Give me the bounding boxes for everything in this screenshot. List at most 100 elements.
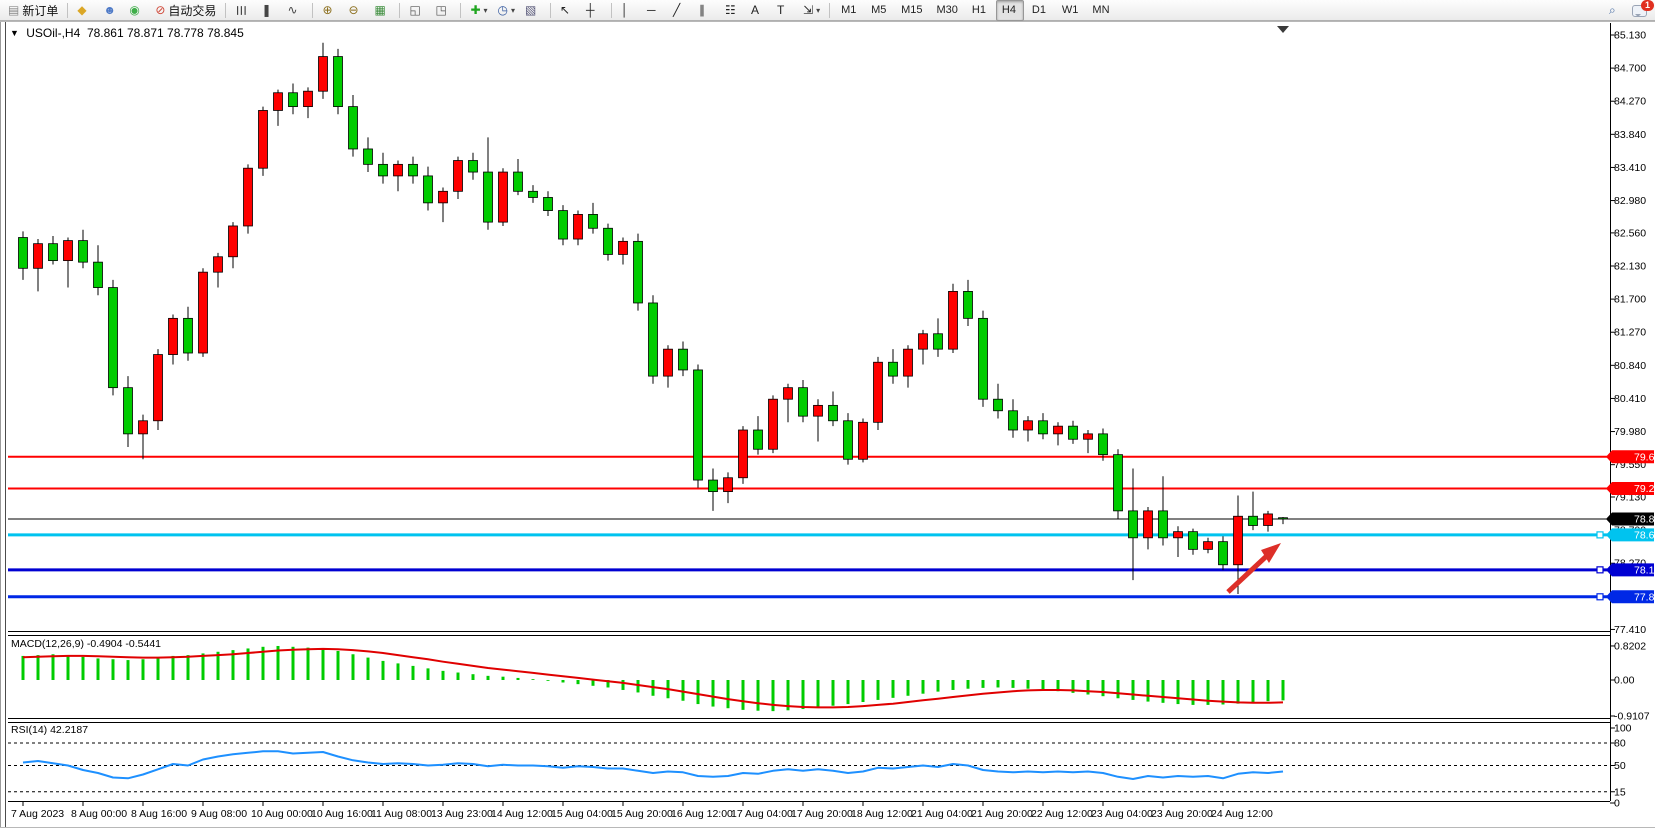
- channel-button[interactable]: ∥: [695, 0, 719, 21]
- candle-up: [1053, 425, 1063, 435]
- zoomin-icon: ⊕: [322, 2, 333, 17]
- trendline-button[interactable]: ╱: [669, 0, 693, 21]
- vline-button[interactable]: │: [617, 0, 641, 21]
- toolbar-separator: [550, 2, 552, 18]
- macd-histogram-bar: [591, 680, 595, 686]
- candle-up: [858, 421, 868, 460]
- candle-down: [108, 287, 118, 389]
- time-tick-label: 21 Aug 04:00: [911, 808, 973, 820]
- macd-histogram-bar: [186, 655, 190, 680]
- sound-button[interactable]: ◉: [125, 0, 149, 21]
- notifications-button[interactable]: 1: [1630, 0, 1654, 20]
- charts-arrange2-button[interactable]: ◳: [431, 0, 455, 21]
- tile-windows-button[interactable]: ▦: [370, 0, 394, 21]
- template-button[interactable]: ▧: [521, 0, 545, 21]
- price-tag-79.652: [1606, 450, 1654, 464]
- timeframe-button-w1[interactable]: W1: [1061, 4, 1079, 16]
- timeframe-button-h1[interactable]: H1: [971, 4, 986, 16]
- macd-histogram-bar: [786, 680, 790, 711]
- period-button[interactable]: ◷ ▾: [494, 0, 520, 21]
- line-handle[interactable]: [1596, 566, 1604, 574]
- macd-histogram-bar: [636, 680, 640, 693]
- new-order-button[interactable]: ▤ 新订单: [4, 0, 62, 21]
- text-button[interactable]: A: [747, 0, 771, 21]
- macd-histogram-bar: [846, 680, 850, 705]
- arrow-annotation[interactable]: [1226, 543, 1281, 594]
- macd-histogram-bar: [126, 660, 130, 680]
- market-watch-button[interactable]: ◆: [73, 0, 97, 21]
- macd-histogram-bar: [771, 680, 775, 712]
- time-tick-label: 21 Aug 20:00: [971, 808, 1033, 820]
- macd-histogram-bar: [291, 646, 295, 680]
- cursor-button[interactable]: ↖: [556, 0, 580, 21]
- candle-down: [753, 429, 763, 450]
- line-handle[interactable]: [1596, 531, 1604, 539]
- bar-chart-button[interactable]: ☰: [231, 0, 255, 21]
- macd-panel: 0.8202 0.00 -0.9107: [21, 640, 1650, 723]
- price-tag-79.240: [1606, 482, 1654, 496]
- main-toolbar: ▤ 新订单 ◆ ☻ ◉ ⊘ 自动交易 ☰ ❚ ∿ ⊕ ⊖ ▦ ◱ ◳ ✚ ▾ ◷ ▾ ▧ ↖ ┼ │ ─ ╱ ∥ ☷ A T ⇲ ▾ M1 M5…: [0, 0, 1655, 21]
- fibo-button[interactable]: ☷: [721, 0, 745, 21]
- timeframe-button-m5[interactable]: M5: [871, 4, 887, 16]
- candle-down: [1128, 510, 1138, 539]
- macd-histogram-bar: [1236, 680, 1240, 704]
- data-window-button[interactable]: ☻: [99, 0, 123, 21]
- macd-histogram-bar: [996, 680, 1000, 688]
- toolbar-separator: [312, 2, 314, 18]
- timeframe-button-m30[interactable]: M30: [936, 4, 958, 16]
- zoom-in-button[interactable]: ⊕: [318, 0, 342, 21]
- macd-histogram-bar: [1161, 680, 1165, 703]
- macd-histogram-bar: [1266, 680, 1270, 702]
- channel-icon: ∥: [699, 2, 706, 17]
- label-button[interactable]: T: [773, 0, 797, 21]
- candle-up: [393, 163, 403, 177]
- time-tick-label: 9 Aug 08:00: [191, 808, 247, 820]
- candle-down: [333, 56, 343, 108]
- timeframe-button-m1[interactable]: M1: [841, 4, 857, 16]
- line-chart-button[interactable]: ∿: [283, 0, 307, 21]
- timeframe-button-h4[interactable]: H4: [995, 0, 1024, 21]
- candle-down: [1113, 454, 1123, 512]
- candle-up: [318, 56, 328, 92]
- time-axis[interactable]: 7 Aug 2023 8 Aug 00:00 8 Aug 16:00 9 Aug 08…: [8, 801, 1610, 820]
- price-tag-78.184: [1606, 563, 1654, 577]
- rsi-panel: 100 80 50 150: [8, 723, 1632, 810]
- autotrade-button[interactable]: ⊘ 自动交易: [151, 0, 220, 21]
- macd-histogram-bar: [1146, 680, 1150, 702]
- time-tick-label: 15 Aug 20:00: [611, 808, 673, 820]
- search-button[interactable]: ⌕: [1605, 0, 1629, 21]
- candle-up: [273, 92, 283, 111]
- timeframe-button-m15[interactable]: M15: [901, 4, 923, 16]
- dropdown-arrow-icon[interactable]: ▾: [483, 5, 488, 15]
- macd-histogram-bar: [756, 680, 760, 711]
- zoom-out-button[interactable]: ⊖: [344, 0, 368, 21]
- macd-histogram-bar: [96, 658, 100, 680]
- page-icon: ▤: [8, 2, 20, 17]
- crosshair-button[interactable]: ┼: [582, 0, 606, 21]
- new-chart-button[interactable]: ✚ ▾: [466, 0, 491, 21]
- candle-down: [1218, 541, 1228, 566]
- timeframe-button-mn[interactable]: MN: [1092, 4, 1110, 16]
- time-tick-label: 8 Aug 00:00: [71, 808, 127, 820]
- macd-histogram-bar: [1251, 680, 1255, 703]
- timeframe-button-d1[interactable]: D1: [1031, 4, 1046, 16]
- rsi-axis-label: 50: [1614, 760, 1626, 772]
- arrows-button[interactable]: ⇲ ▾: [799, 0, 824, 21]
- candle-chart-button[interactable]: ❚: [257, 0, 281, 21]
- macd-histogram-bar: [336, 650, 340, 680]
- dropdown-arrow-icon[interactable]: ▾: [816, 5, 821, 15]
- linechart-icon: ∿: [287, 2, 298, 17]
- hline-button[interactable]: ─: [643, 0, 667, 21]
- line-handle[interactable]: [1596, 593, 1604, 601]
- macd-histogram-bar: [1176, 680, 1180, 705]
- chart-area[interactable]: 85.130 84.700 84.270 83.840 83.410 82.980 82.5…: [0, 21, 1655, 833]
- macd-histogram-bar: [801, 680, 805, 710]
- macd-histogram-bar: [561, 680, 565, 683]
- candle-up: [723, 477, 733, 493]
- dropdown-arrow-icon[interactable]: ▾: [511, 5, 516, 15]
- candle-down: [513, 171, 523, 192]
- rsi-axis-label: 80: [1614, 738, 1626, 750]
- charts-arrange-button[interactable]: ◱: [405, 0, 429, 21]
- chart-shift-marker-icon[interactable]: [1277, 26, 1289, 33]
- candle-down: [933, 333, 943, 350]
